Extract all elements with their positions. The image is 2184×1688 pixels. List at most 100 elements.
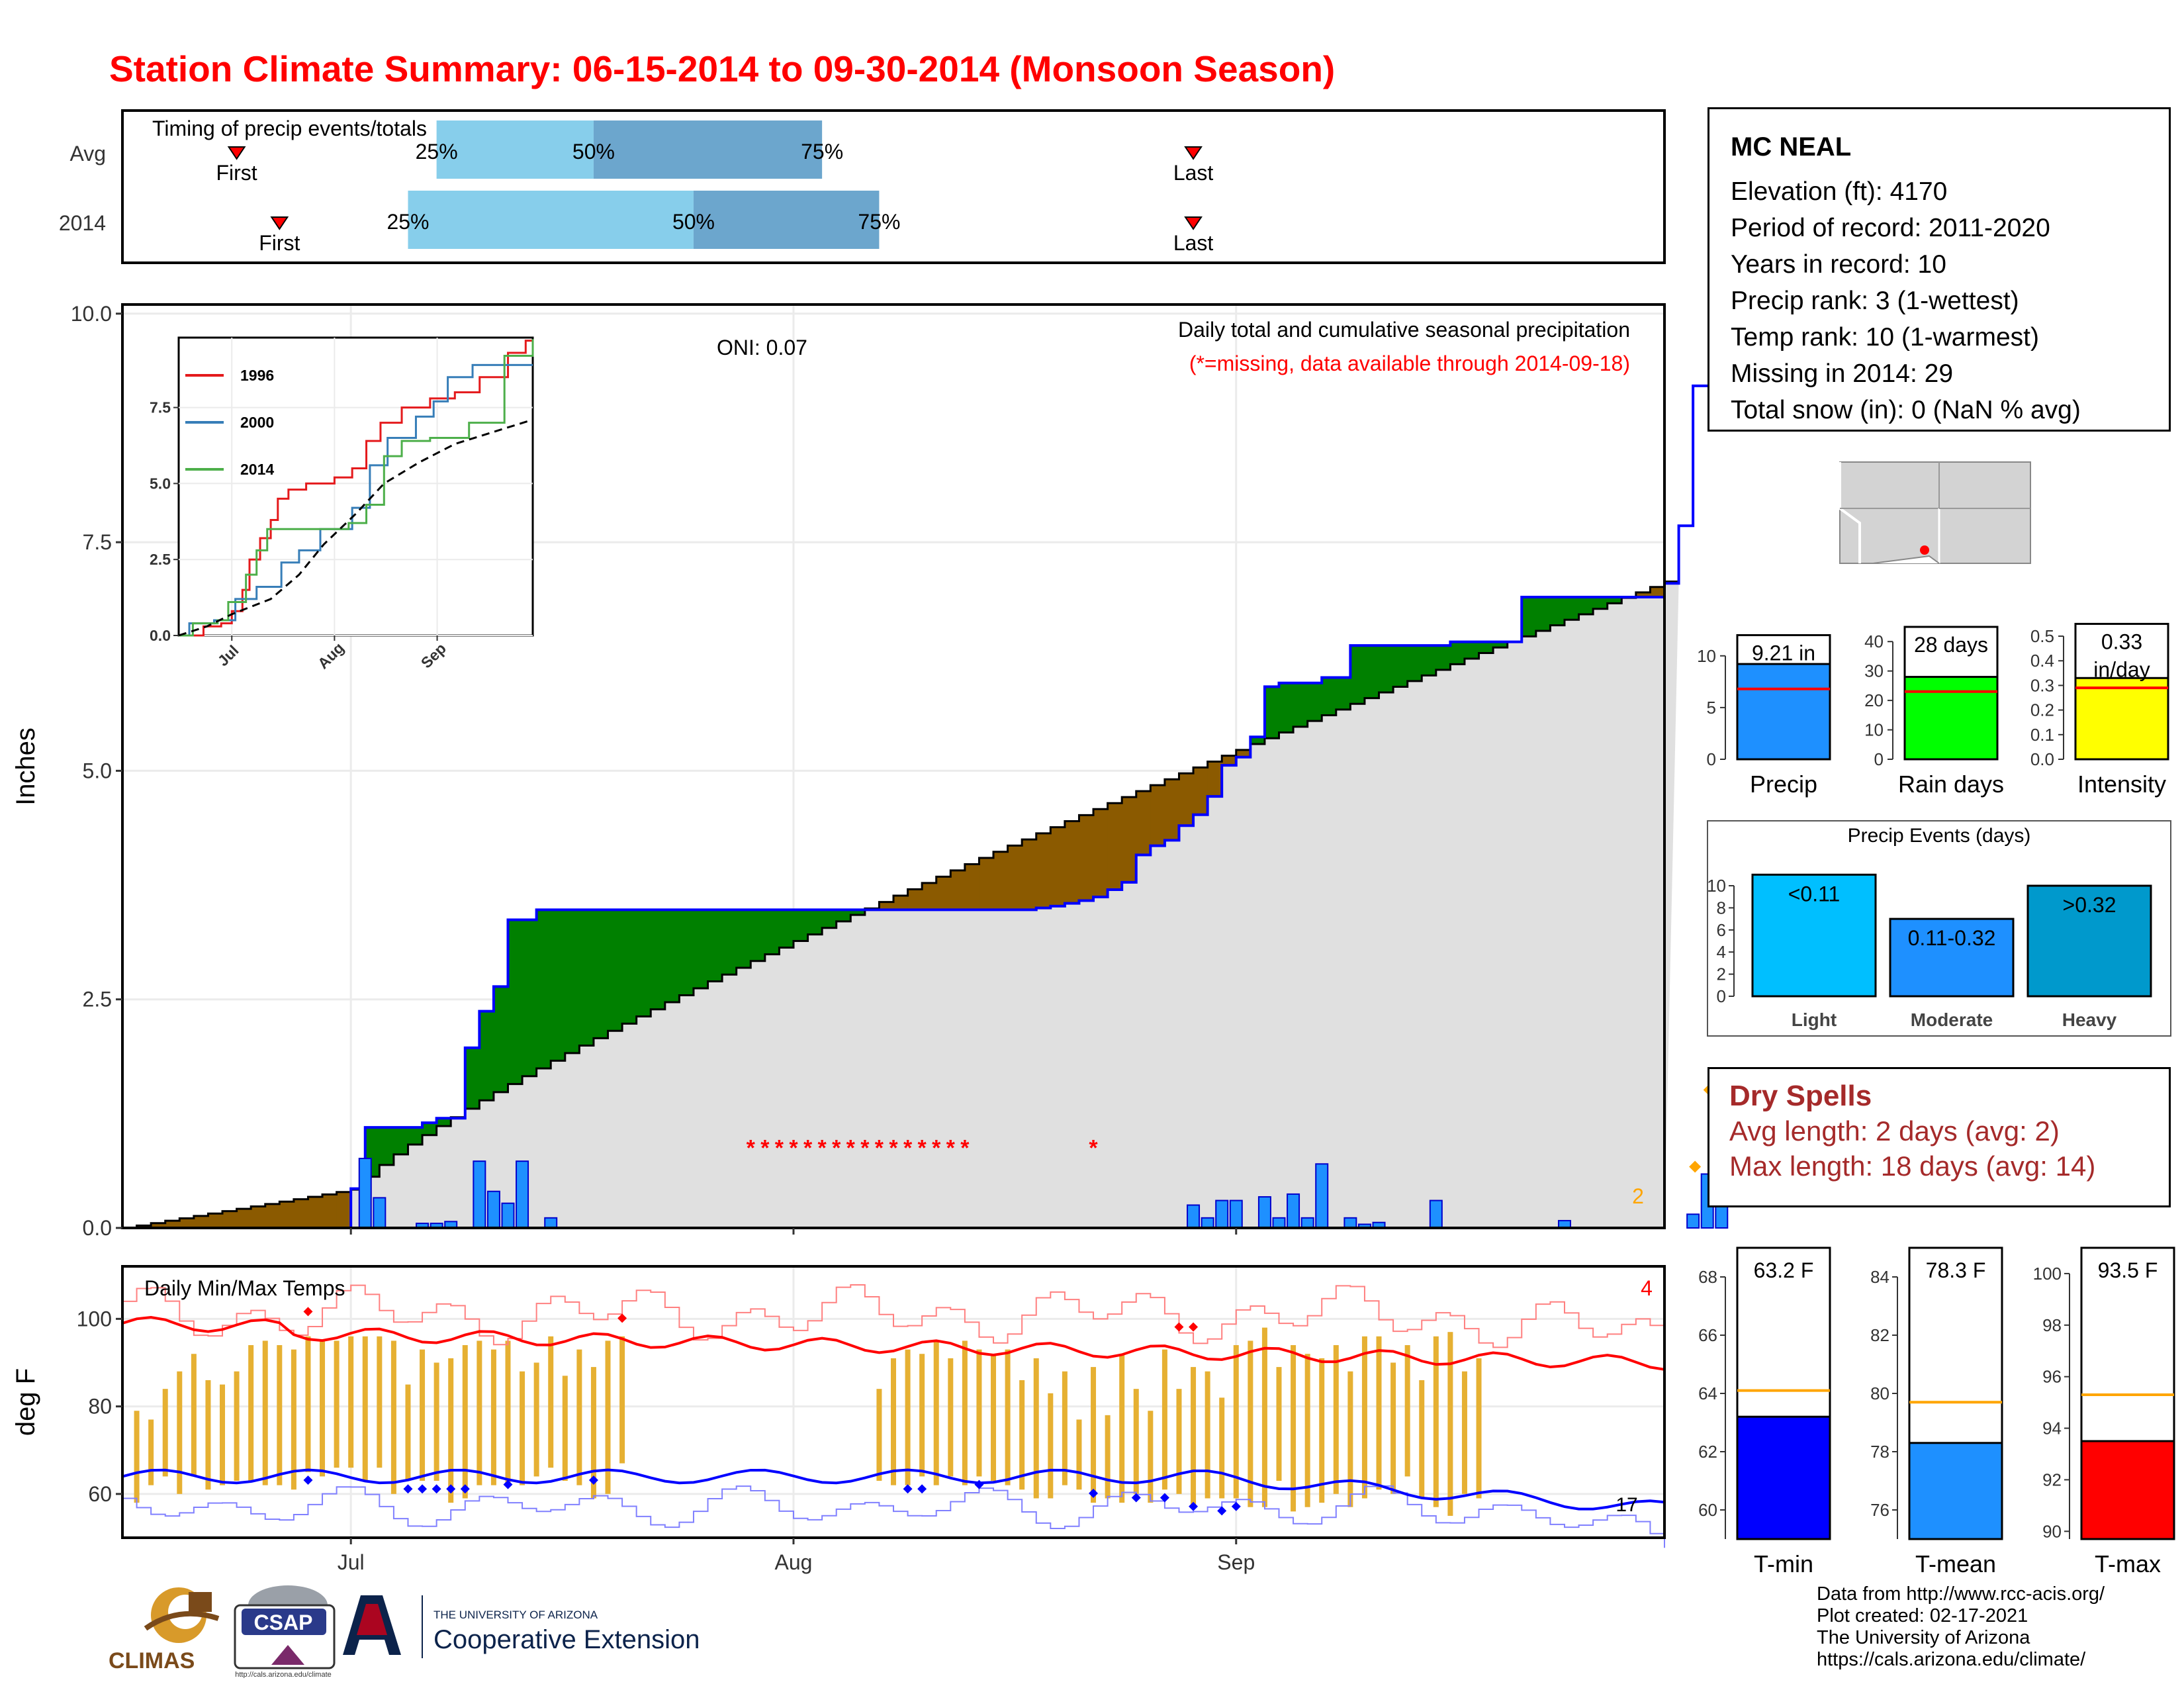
mini-bar — [1736, 663, 1831, 761]
daily-temp-range-bar — [1005, 1349, 1011, 1485]
daily-temp-range-bar — [1319, 1358, 1325, 1503]
missing-day-marker: * — [889, 1136, 898, 1161]
daily-temp-range-bar — [477, 1340, 482, 1485]
climatology-step-line — [122, 581, 1679, 1229]
temperature-panel-title: Daily Min/Max Temps — [144, 1276, 345, 1300]
daily-temp-range-bar — [562, 1376, 568, 1481]
average-min-temp-line — [122, 1468, 1665, 1511]
precip-y-tick-label: 7.5 — [83, 530, 112, 554]
record-low-marker — [1131, 1493, 1141, 1503]
missing-day-marker: * — [775, 1136, 784, 1161]
above-average-area — [1250, 737, 1265, 745]
precip-y-tick-label: 10.0 — [71, 302, 112, 326]
daily-precip-bar — [1187, 1204, 1201, 1229]
daily-temp-range-bar — [505, 1340, 511, 1485]
inset-series-line — [179, 339, 534, 637]
timing-last-marker — [1184, 216, 1203, 230]
record-low-marker — [303, 1476, 313, 1485]
precip-event-category-label: Moderate — [1911, 1009, 1993, 1030]
seasonal-summary-bars: 0 5 10 9.21 in Precip 0 10 20 30 40 28 days Rain da… — [1697, 622, 2169, 798]
daily-temp-range-bar — [533, 1362, 539, 1477]
mini-y-tick-label: 0.5 — [2030, 626, 2054, 646]
daily-temp-range-bar — [277, 1345, 283, 1485]
oni-label: ONI: 0.07 — [717, 336, 807, 359]
above-average-area — [1379, 645, 1394, 693]
record-high-marker — [1174, 1322, 1184, 1332]
timing-label-50: 50% — [572, 140, 615, 164]
below-average-area — [279, 1201, 295, 1228]
missing-day-marker: * — [832, 1136, 841, 1161]
daily-precip-bar — [544, 1217, 558, 1229]
precip-y-tick-label: 2.5 — [83, 988, 112, 1011]
timing-last-label: Last — [1173, 161, 1214, 185]
daily-temp-range-bar — [1261, 1327, 1267, 1507]
record-high-marker — [1189, 1322, 1199, 1332]
timing-last-marker — [1184, 146, 1203, 160]
record-low-envelope — [122, 1485, 1665, 1548]
mini-y-tick-label: 0 — [1707, 749, 1716, 769]
above-average-area — [522, 919, 537, 1076]
above-average-area — [850, 910, 866, 915]
daily-precip-bar — [1343, 1217, 1357, 1229]
above-average-area — [393, 1127, 409, 1154]
daily-temp-range-bar — [348, 1336, 354, 1468]
record-high-marker — [303, 1307, 313, 1317]
record-low-marker — [1089, 1488, 1099, 1498]
station-missing: Missing in 2014: 29 — [1731, 359, 1954, 388]
daily-precip-bar — [1272, 1217, 1286, 1229]
mini-y-tick-label: 0.1 — [2030, 725, 2054, 745]
record-low-marker — [588, 1476, 598, 1485]
inset-y-tick-label: 5.0 — [150, 475, 171, 492]
inset-y-tick-label: 7.5 — [150, 399, 171, 416]
precip-event-value-label: >0.32 — [2063, 893, 2116, 917]
daily-temp-range-bar — [405, 1384, 411, 1481]
inset-y-tick-label: 2.5 — [150, 551, 171, 568]
temperature-y-axis-label: deg F — [11, 1368, 40, 1436]
below-average-area — [1236, 749, 1251, 757]
below-average-area — [1207, 761, 1222, 797]
above-average-area — [1435, 645, 1451, 670]
temperature-x-tick-label: Jul — [338, 1550, 365, 1574]
ua-logo: THE UNIVERSITY OF ARIZONA Cooperative Ex… — [343, 1595, 700, 1658]
daily-temp-range-bar — [948, 1358, 954, 1477]
footer-data-source: Data from http://www.rcc-acis.org/ — [1817, 1583, 2105, 1605]
daily-temp-range-bar — [905, 1349, 911, 1485]
below-average-area — [879, 902, 894, 910]
above-average-area — [1450, 641, 1465, 665]
daily-temp-range-bar — [1219, 1397, 1225, 1499]
above-average-area — [608, 910, 623, 1031]
above-average-area — [1564, 596, 1580, 620]
below-average-area — [893, 895, 909, 910]
above-average-area — [664, 910, 680, 1003]
daily-temp-range-bar — [433, 1362, 439, 1481]
precip-y-axis-label: Inches — [11, 727, 40, 806]
daily-temp-range-bar — [1376, 1336, 1382, 1490]
missing-day-marker: * — [932, 1136, 941, 1161]
mini-y-tick-label: 5 — [1707, 698, 1716, 718]
temp-summary-y-tick-label: 94 — [2042, 1419, 2062, 1438]
daily-temp-range-bar — [490, 1349, 496, 1485]
below-average-area — [964, 864, 980, 910]
daily-temp-range-bar — [320, 1340, 326, 1477]
daily-temp-range-bar — [1205, 1371, 1210, 1499]
precip-event-category-label: Light — [1792, 1009, 1837, 1030]
mini-y-tick-label: 0.3 — [2030, 675, 2054, 695]
daily-precip-bar — [1215, 1199, 1229, 1229]
above-average-area — [1578, 596, 1594, 614]
below-average-area — [1136, 791, 1151, 855]
above-average-area — [493, 986, 509, 1092]
daily-temp-range-bar — [590, 1367, 596, 1499]
temperature-y-tick-label: 60 — [88, 1482, 112, 1506]
above-average-area — [1279, 682, 1294, 733]
mini-y-tick-label: 0.0 — [2030, 749, 2054, 769]
below-average-area — [1179, 773, 1194, 826]
mini-y-tick-label: 20 — [1864, 690, 1884, 710]
temp-summary-y-tick-label: 78 — [1870, 1442, 1889, 1462]
precip-y-tick-label: 0.0 — [83, 1216, 112, 1240]
daily-temp-range-bar — [462, 1345, 468, 1499]
daily-precip-bar — [1287, 1193, 1300, 1229]
daily-temp-range-bar — [1291, 1345, 1297, 1512]
above-average-area — [408, 1127, 423, 1145]
daily-temp-range-bar — [1062, 1371, 1068, 1485]
daily-temp-range-bar — [1276, 1367, 1282, 1481]
